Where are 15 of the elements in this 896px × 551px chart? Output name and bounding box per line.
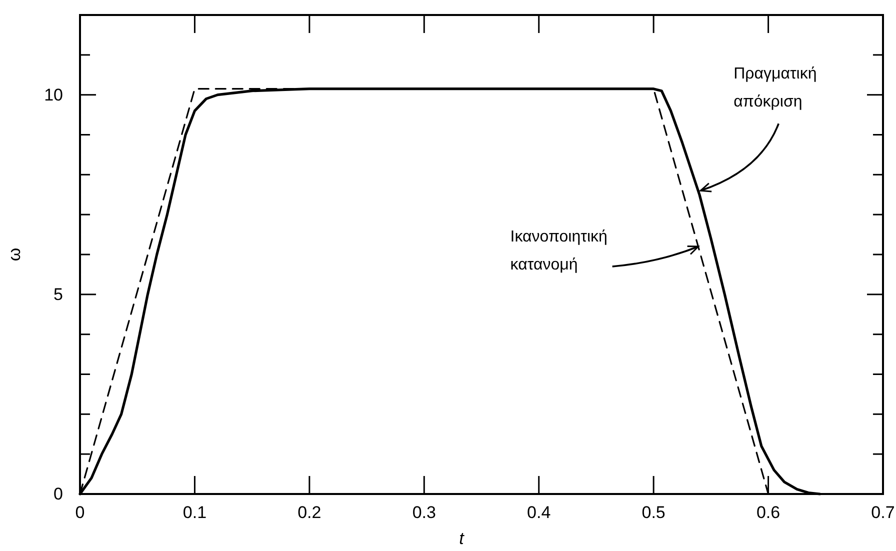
x-tick-label: 0.2 [298, 503, 322, 522]
y-tick-label: 10 [44, 85, 63, 104]
y-axis-title: ω [5, 248, 24, 262]
x-tick-label: 0.5 [642, 503, 666, 522]
x-tick-label: 0.7 [871, 503, 895, 522]
x-tick-label: 0.3 [412, 503, 436, 522]
x-tick-label: 0.4 [527, 503, 551, 522]
annotation: Ικανοποιητική κατανομή [510, 228, 608, 274]
x-tick-label: 0.1 [182, 503, 207, 522]
y-tick-label: 0 [54, 484, 63, 504]
x-axis-title: t [459, 529, 466, 548]
y-tick-label: 5 [54, 284, 63, 304]
x-tick-label: 0.6 [756, 503, 780, 522]
annotation: Πραγματική απόκριση [734, 66, 817, 111]
x-tick-label: 0 [75, 503, 85, 522]
